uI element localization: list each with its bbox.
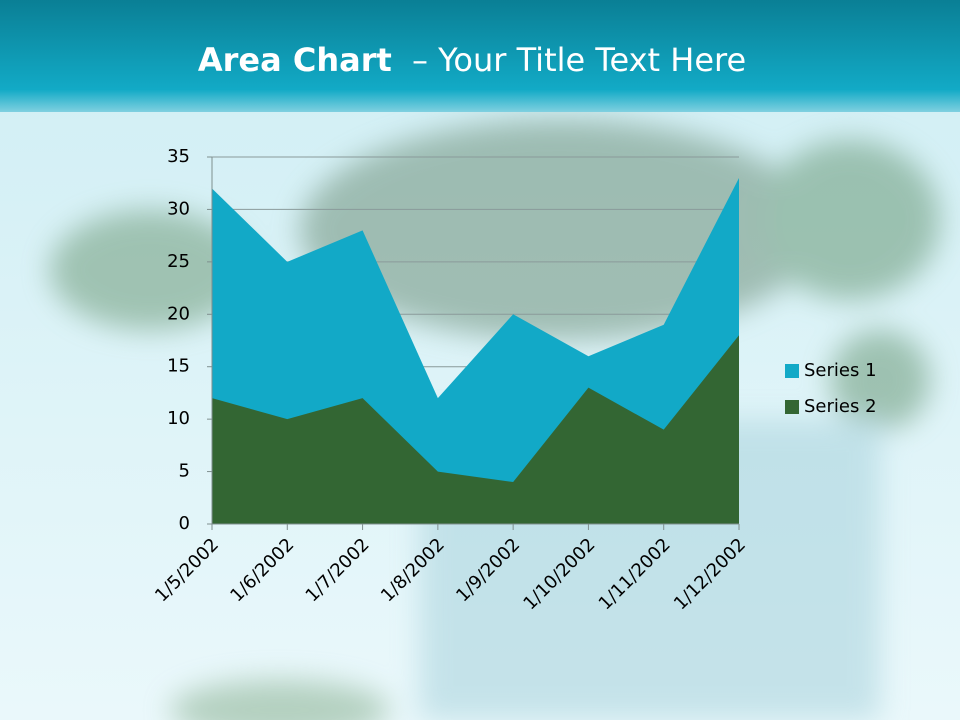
y-tick-label: 10 — [167, 408, 190, 429]
y-tick-label: 30 — [167, 198, 190, 219]
y-tick-label: 35 — [167, 146, 190, 167]
y-tick-label: 25 — [167, 251, 190, 272]
slide-title: Area Chart – Your Title Text Here — [198, 41, 746, 79]
legend-label: Series 2 — [804, 396, 877, 417]
title-rest: – Your Title Text Here — [412, 41, 746, 79]
legend-swatch — [785, 364, 799, 378]
legend-label: Series 1 — [804, 360, 877, 381]
area-series — [212, 335, 739, 524]
header-band — [0, 0, 960, 112]
legend-swatch — [785, 400, 799, 414]
y-tick-label: 5 — [179, 461, 190, 482]
y-tick-label: 20 — [167, 303, 190, 324]
y-tick-label: 0 — [179, 513, 190, 534]
y-tick-label: 15 — [167, 356, 190, 377]
title-bold: Area Chart — [198, 41, 392, 79]
